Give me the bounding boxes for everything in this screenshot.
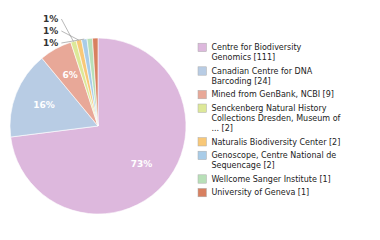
legend-label: Naturalis Biodiversity Center [2] [211,138,340,147]
legend-label: Genoscope, Centre National deSequencage … [211,151,336,170]
pie-slice [92,38,98,126]
legend: Centre for BiodiversityGenomics [111] Can… [198,43,341,197]
data-label: 1% [43,14,58,24]
pie [10,38,186,214]
legend-label: Senckenberg Natural HistoryCollections D… [211,104,340,133]
legend-swatch [198,43,206,51]
legend-label: University of Geneva [1] [211,188,309,197]
data-label: 16% [33,100,55,110]
pie-slice [11,38,186,214]
data-label: 1% [43,26,58,36]
legend-swatch [198,90,206,98]
pie-slice [87,38,98,126]
legend-swatch [198,67,206,75]
data-label: 1% [43,38,58,48]
legend-swatch [198,188,206,196]
legend-label: Canadian Centre for DNABarcoding [24] [211,67,312,86]
legend-swatch [198,175,206,183]
data-label: 73% [131,159,153,169]
legend-label: Centre for BiodiversityGenomics [111] [211,43,301,62]
legend-swatch [198,104,206,112]
leader-line [61,31,78,40]
data-labels: 73% 16% 6% 1% 1% 1% [33,14,152,169]
data-label: 6% [62,70,77,80]
pie-slice [82,39,98,126]
legend-label: Wellcome Sanger Institute [1] [211,175,330,184]
chart: 73% 16% 6% 1% 1% 1% Centre for BiodiversityGen… [0,0,380,240]
legend-swatch [198,151,206,159]
legend-swatch [198,138,206,146]
legend-label: Mined from GenBank, NCBI [9] [211,90,334,99]
leader-line [61,19,73,41]
leader-line [61,39,84,43]
